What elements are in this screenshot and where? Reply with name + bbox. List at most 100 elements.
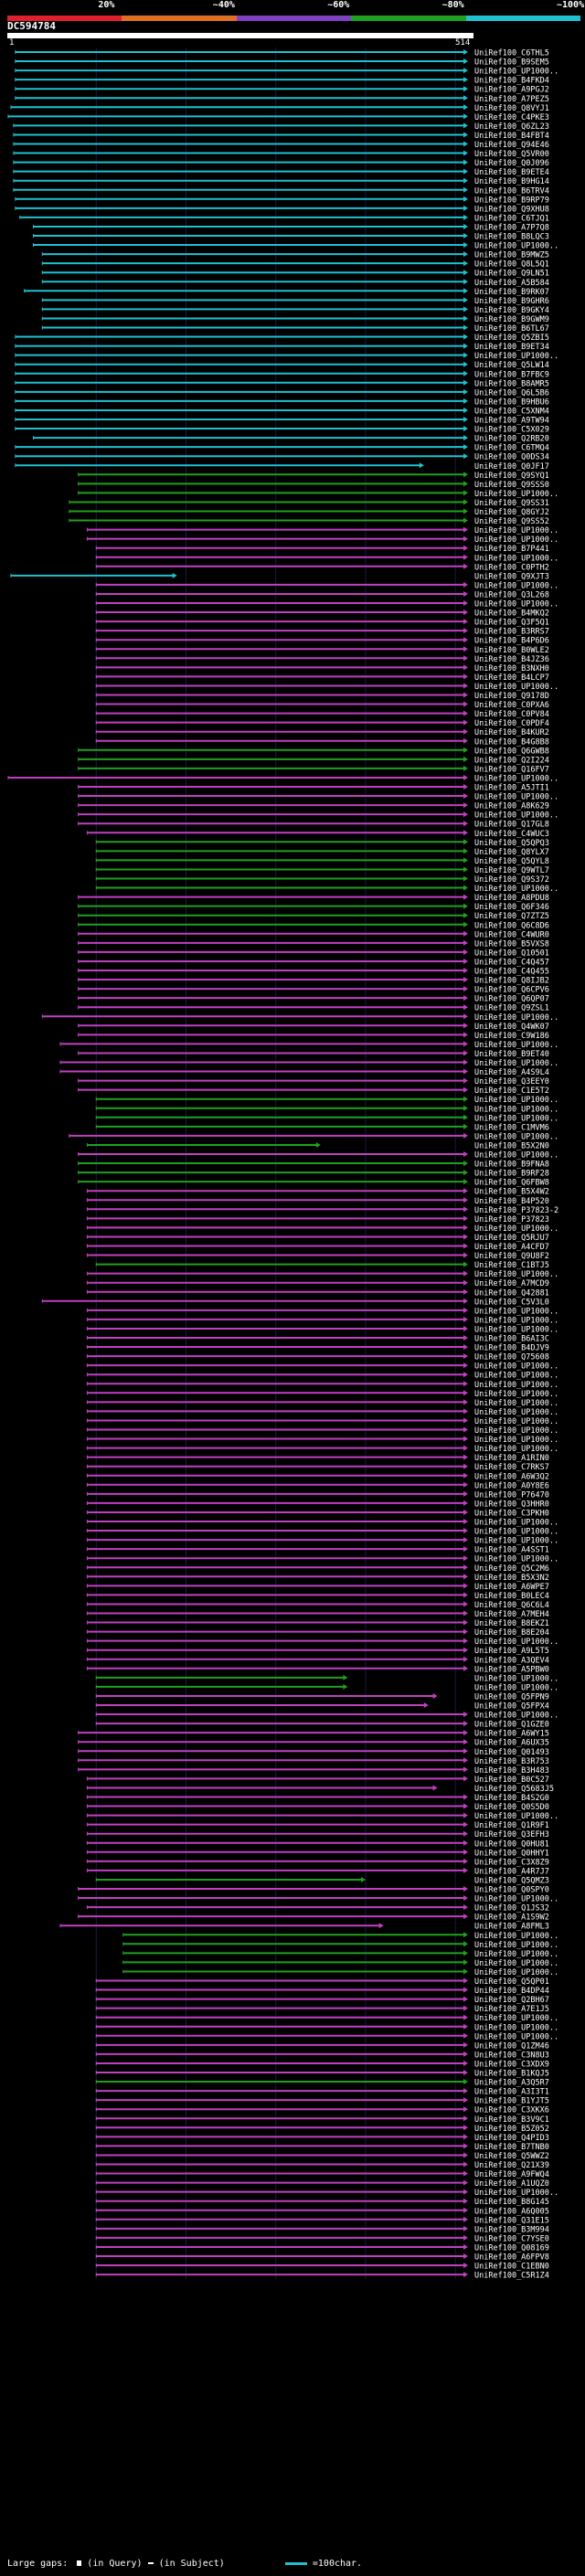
hit-label: UniRef100_B4LCP7	[474, 673, 549, 683]
hit-label: UniRef100_UP1000..	[474, 1445, 558, 1454]
hit-arrow	[463, 122, 468, 129]
hit-label: UniRef100_Q75608	[474, 1353, 549, 1362]
hit-label: UniRef100_Q5683J5	[474, 1785, 554, 1794]
hit-row: UniRef100_B5Z052	[95, 2125, 549, 2134]
hit-row: UniRef100_B9SEM5	[15, 58, 549, 68]
hit-row: UniRef100_Q5WWZ2	[95, 2152, 549, 2161]
hit-arrow	[463, 223, 468, 229]
hit-arrow	[463, 747, 468, 753]
hit-label: UniRef100_Q9U8F2	[474, 1252, 549, 1261]
hit-arrow	[463, 737, 468, 744]
hit-label: UniRef100_Q6L5B6	[474, 388, 549, 398]
hit-label: UniRef100_A4CFD7	[474, 1243, 549, 1252]
hit-arrow	[463, 949, 468, 955]
hit-label: UniRef100_Q3HHR0	[474, 1500, 549, 1509]
hit-row: UniRef100_UP1000..	[86, 1528, 558, 1537]
hit-row: UniRef100_A1RIN0	[86, 1454, 549, 1463]
hit-arrow	[463, 1224, 468, 1231]
hit-label: UniRef100_B4FKD4	[474, 77, 549, 86]
hit-arrow	[463, 260, 468, 267]
hit-label: UniRef100_UP1000..	[474, 1408, 558, 1417]
hit-row: UniRef100_UP1000..	[78, 1151, 558, 1161]
hit-label: UniRef100_UP1000..	[474, 1932, 558, 1941]
hit-arrow	[463, 1463, 468, 1469]
hit-label: UniRef100_B9RP79	[474, 196, 549, 205]
hit-label: UniRef100_B4P6D6	[474, 637, 549, 646]
hit-row: UniRef100_Q31E15	[95, 2216, 549, 2225]
hit-row: UniRef100_UP1000..	[15, 352, 558, 361]
hit-arrow	[463, 1151, 468, 1157]
hit-row: UniRef100_UP1000..	[86, 1307, 558, 1316]
hit-arrow	[463, 664, 468, 671]
hit-row: UniRef100_Q1R9F1	[86, 1821, 549, 1830]
hit-label: UniRef100_B6TRV4	[474, 186, 549, 196]
hit-arrow	[463, 1959, 468, 1966]
hit-arrow	[463, 2216, 468, 2222]
hit-arrow	[463, 279, 468, 285]
hit-arrow	[463, 2272, 468, 2278]
hit-row: UniRef100_C4WUC3	[86, 830, 549, 839]
hit-label: UniRef100_UP1000..	[474, 490, 558, 499]
hit-row: UniRef100_B8G145	[95, 2198, 549, 2207]
hit-arrow	[463, 361, 468, 367]
hit-label: UniRef100_B8LQC3	[474, 233, 549, 242]
hit-label: UniRef100_UP1000..	[474, 1519, 558, 1528]
hit-label: UniRef100_B9MWZ5	[474, 251, 549, 260]
hit-arrow	[463, 637, 468, 643]
hit-arrow	[463, 1766, 468, 1773]
hit-arrow	[463, 939, 468, 946]
hit-row: UniRef100_Q5LW14	[15, 361, 549, 370]
hit-label: UniRef100_Q0DS34	[474, 453, 549, 462]
hit-arrow	[463, 508, 468, 514]
subject-gap-label: (in Subject)	[158, 2559, 225, 2569]
hit-arrow	[463, 655, 468, 662]
hit-arrow	[463, 2115, 468, 2122]
hit-label: UniRef100_A5JTI1	[474, 784, 549, 793]
hit-label: UniRef100_A9PGJ2	[474, 86, 549, 95]
hit-label: UniRef100_UP1000..	[474, 885, 558, 894]
query-end: 514	[455, 38, 471, 48]
hit-arrow	[463, 490, 468, 496]
hit-arrow	[463, 1519, 468, 1524]
hit-row: UniRef100_Q8L5Q1	[41, 260, 549, 270]
hit-row: UniRef100_A6WY15	[78, 1730, 549, 1739]
alignment-plot: UniRef100_C6THL5UniRef100_B9SEM5UniRef10…	[7, 48, 558, 2281]
scale-icon	[284, 2561, 307, 2565]
hit-arrow	[463, 417, 468, 422]
hit-row: UniRef100_B3RRS7	[95, 628, 549, 637]
hit-label: UniRef100_UP1000..	[474, 2014, 558, 2023]
hit-label: UniRef100_UP1000..	[474, 1895, 558, 1904]
hit-row: UniRef100_A9FWQ4	[95, 2170, 549, 2179]
hit-row: UniRef100_A4S9L4	[59, 1068, 549, 1077]
hit-label: UniRef100_UP1000..	[474, 242, 558, 251]
hit-label: UniRef100_Q0J096	[474, 159, 549, 168]
hit-row: UniRef100_Q5ZBI5	[15, 334, 549, 343]
hit-row: UniRef100_B0C527	[86, 1776, 549, 1785]
hit-row: UniRef100_Q1JS32	[86, 1904, 549, 1913]
hit-row: UniRef100_A0Y8E6	[86, 1481, 549, 1490]
hit-label: UniRef100_UP1000..	[474, 68, 558, 77]
hit-row: UniRef100_A6WPE7	[86, 1583, 549, 1592]
hit-label: UniRef100_C4Q455	[474, 968, 549, 977]
hit-row: UniRef100_C6THL5	[15, 49, 549, 58]
hit-label: UniRef100_B3R753	[474, 1757, 549, 1766]
hit-label: UniRef100_Q9LN51	[474, 270, 549, 279]
hit-row: UniRef100_P76470	[86, 1490, 549, 1500]
hit-label: UniRef100_B7FBC9	[474, 370, 549, 379]
hit-row: UniRef100_Q3EEY0	[78, 1077, 549, 1087]
hit-arrow	[463, 426, 468, 432]
hit-row: UniRef100_UP1000..	[86, 1436, 558, 1445]
hit-arrow	[463, 1794, 468, 1800]
hit-label: UniRef100_Q5LW14	[474, 361, 549, 370]
hit-label: UniRef100_Q08169	[474, 2243, 549, 2253]
hit-arrow	[463, 1032, 468, 1038]
hit-arrow	[463, 1288, 468, 1295]
hit-arrow	[463, 205, 468, 211]
hit-row: UniRef100_UP1000..	[7, 774, 558, 783]
hit-label: UniRef100_UP1000..	[474, 1325, 558, 1334]
hit-label: UniRef100_Q6ZL23	[474, 122, 549, 132]
hit-row: UniRef100_UP1000..	[95, 1683, 558, 1692]
hit-label: UniRef100_A4SST1	[474, 1546, 549, 1555]
hit-arrow	[463, 1197, 468, 1203]
hit-row: UniRef100_UP1000..	[95, 2023, 558, 2032]
